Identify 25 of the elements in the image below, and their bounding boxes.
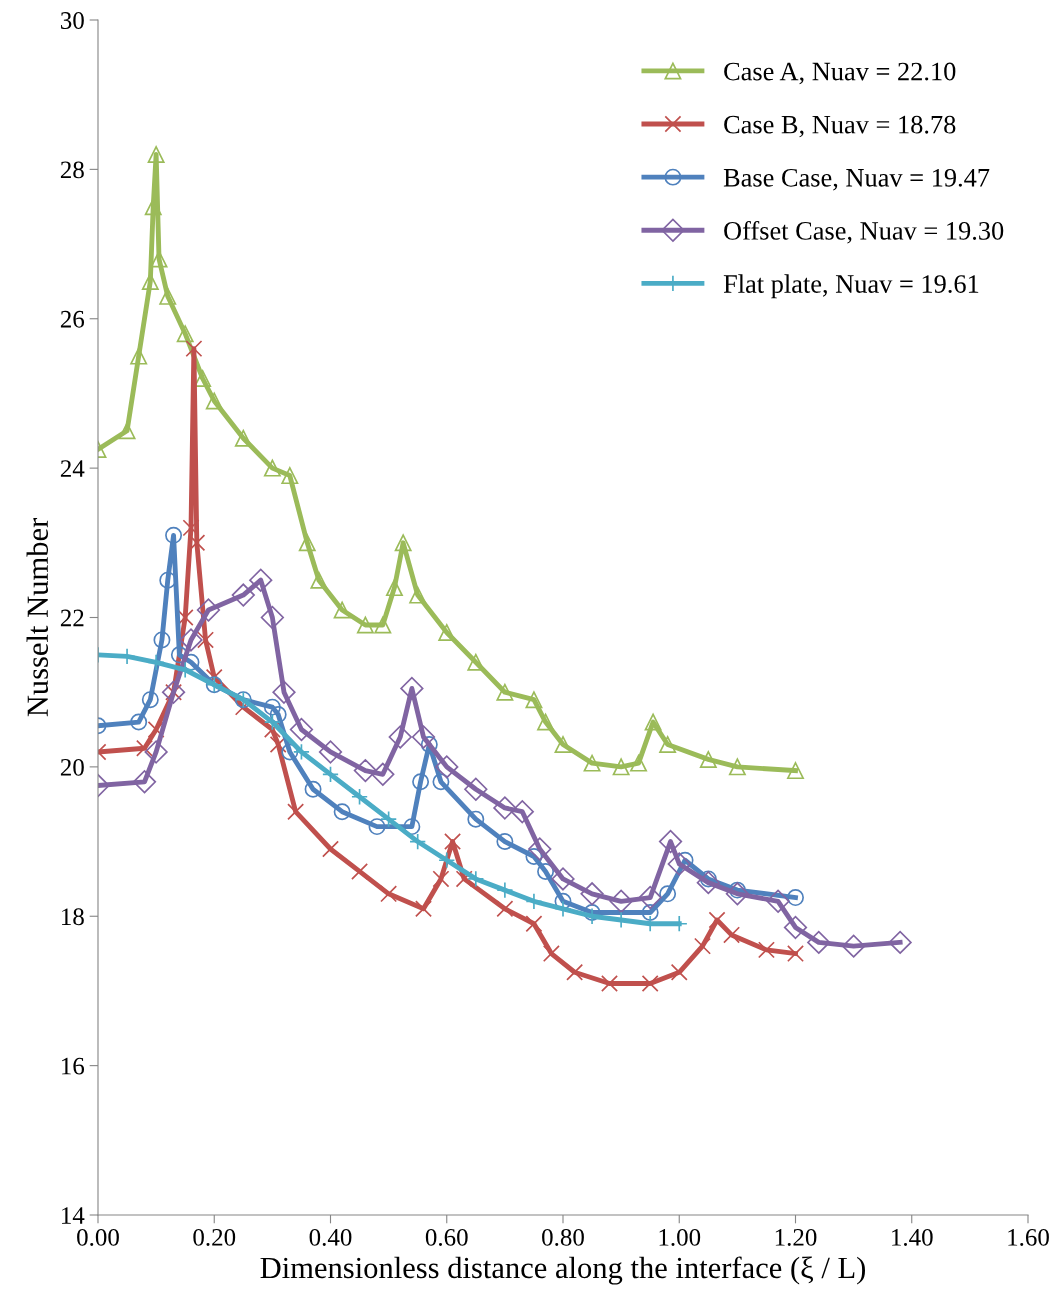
x-axis-title: Dimensionless distance along the interface (ξ / L)	[260, 1256, 866, 1285]
y-tick-label: 14	[62, 1207, 85, 1224]
x-tick-label: 0.40	[309, 1228, 352, 1246]
y-axis-title: Nusselt Number	[26, 518, 49, 717]
x-tick-label: 1.60	[1008, 1228, 1049, 1246]
legend-label: Case A, Nuav = 22.10	[724, 62, 956, 85]
y-tick-label: 16	[62, 1057, 85, 1075]
legend-label: Case B, Nuav = 18.78	[724, 115, 956, 138]
x-tick-label: 0.80	[542, 1228, 584, 1246]
x-tick-label: 1.00	[659, 1228, 701, 1246]
x-tick-label: 0.00	[77, 1228, 119, 1246]
x-tick-label: 1.20	[775, 1228, 817, 1246]
x-tick-label: 1.40	[892, 1228, 933, 1246]
legend-label: Base Case, Nuav = 19.47	[723, 168, 990, 191]
y-tick-label: 28	[60, 161, 84, 179]
legend-label: Offset Case, Nuav = 19.30	[724, 220, 1004, 244]
y-tick-label: 18	[62, 908, 84, 926]
y-tick-label: 24	[60, 460, 85, 477]
x-tick-label: 0.20	[193, 1228, 236, 1246]
x-tick-label: 0.60	[425, 1228, 468, 1246]
y-tick-label: 30	[61, 12, 84, 29]
y-tick-label: 26	[60, 310, 85, 328]
y-tick-label: 22	[60, 609, 84, 627]
legend-label: Flat plate, Nuav = 19.61	[723, 274, 979, 299]
y-tick-label: 20	[60, 758, 84, 776]
